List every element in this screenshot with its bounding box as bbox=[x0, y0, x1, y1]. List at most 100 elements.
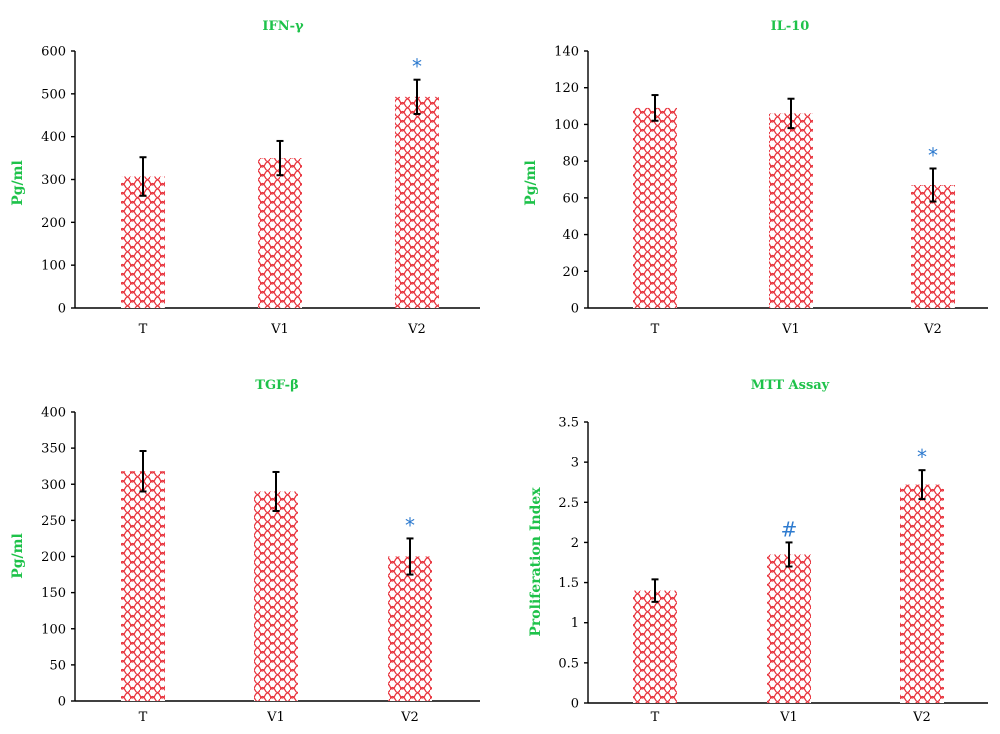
y-tick-label: 3 bbox=[571, 456, 579, 471]
error-bar-v2 bbox=[406, 537, 414, 576]
y-ticks: 0 100 200 300 400 500 600 bbox=[41, 45, 75, 317]
significance-mark: * bbox=[928, 143, 938, 167]
significance-marks: #* bbox=[781, 445, 927, 541]
error-bar-t bbox=[139, 450, 147, 493]
significance-marks: * bbox=[405, 513, 415, 537]
y-tick-label: 100 bbox=[554, 118, 579, 133]
chart-il-10: IL-10 Pg/ml 0 20 40 60 80 100 120 140 * T V1 V2 bbox=[523, 19, 988, 337]
bar-t bbox=[121, 176, 165, 308]
x-tick-label: V2 bbox=[407, 322, 426, 337]
y-tick-label: 2 bbox=[571, 536, 579, 551]
chart-ifn-gamma: IFN-γ Pg/ml 0 100 200 300 400 500 600 * T V1 V2 bbox=[10, 19, 480, 337]
x-tick-label: T bbox=[139, 710, 148, 725]
x-tick-label: V1 bbox=[266, 710, 285, 725]
significance-mark: * bbox=[412, 55, 422, 79]
y-tick-label: 60 bbox=[562, 191, 579, 206]
y-axis-label: Pg/ml bbox=[10, 533, 26, 579]
y-tick-label: 250 bbox=[41, 514, 66, 529]
bars bbox=[633, 107, 955, 309]
error-bar-v2 bbox=[413, 78, 421, 115]
y-ticks: 0 50 100 150 200 250 300 350 400 bbox=[41, 406, 75, 710]
x-tick-label: V1 bbox=[779, 710, 798, 725]
chart-title: IL-10 bbox=[771, 19, 810, 34]
bars bbox=[633, 484, 944, 703]
bars bbox=[121, 471, 432, 701]
y-tick-label: 100 bbox=[41, 622, 66, 637]
y-tick-label: 0 bbox=[58, 695, 66, 710]
y-tick-label: 1 bbox=[571, 616, 579, 631]
error-bars bbox=[139, 450, 414, 576]
x-ticks: T V1 V2 bbox=[139, 322, 426, 337]
y-axis-label: Pg/ml bbox=[10, 160, 26, 206]
error-bar-v2 bbox=[929, 167, 937, 203]
x-tick-label: V1 bbox=[270, 322, 289, 337]
bar-t bbox=[121, 471, 165, 701]
significance-marks: * bbox=[412, 55, 422, 79]
error-bars bbox=[651, 469, 926, 603]
error-bar-v2 bbox=[918, 469, 926, 501]
significance-mark: * bbox=[405, 513, 415, 537]
y-tick-label: 140 bbox=[554, 45, 579, 60]
error-bar-v1 bbox=[272, 470, 280, 512]
y-tick-label: 50 bbox=[49, 658, 66, 673]
x-tick-label: V2 bbox=[912, 710, 931, 725]
y-tick-label: 200 bbox=[41, 550, 66, 565]
y-tick-label: 2.5 bbox=[558, 496, 579, 511]
x-ticks: T V1 V2 bbox=[139, 710, 419, 725]
y-tick-label: 350 bbox=[41, 442, 66, 457]
y-tick-label: 40 bbox=[562, 228, 579, 243]
y-axis-label: Pg/ml bbox=[523, 160, 539, 206]
y-tick-label: 200 bbox=[41, 216, 66, 231]
bar-v2 bbox=[388, 556, 432, 701]
x-tick-label: V1 bbox=[781, 322, 800, 337]
y-tick-label: 120 bbox=[554, 81, 579, 96]
y-tick-label: 100 bbox=[41, 259, 66, 274]
y-tick-label: 0 bbox=[571, 697, 579, 712]
chart-mtt-assay: MTT Assay Proliferation Index 0 0.5 1 1.5 2 2… bbox=[528, 378, 988, 725]
y-tick-label: 300 bbox=[41, 173, 66, 188]
significance-mark: # bbox=[781, 517, 798, 541]
x-tick-label: V2 bbox=[400, 710, 419, 725]
x-tick-label: T bbox=[651, 710, 660, 725]
bar-t bbox=[633, 590, 677, 703]
x-tick-label: T bbox=[139, 322, 148, 337]
chart-title: IFN-γ bbox=[262, 19, 304, 34]
error-bar-v1 bbox=[785, 541, 793, 568]
error-bar-t bbox=[651, 94, 659, 122]
error-bar-v1 bbox=[276, 139, 284, 177]
error-bar-t bbox=[651, 578, 659, 603]
y-tick-label: 500 bbox=[41, 87, 66, 102]
x-tick-label: V2 bbox=[923, 322, 942, 337]
bar-v1 bbox=[769, 113, 813, 309]
y-ticks: 0 20 40 60 80 100 120 140 bbox=[554, 45, 588, 317]
chart-title: TGF-β bbox=[255, 378, 298, 393]
y-tick-label: 400 bbox=[41, 406, 66, 421]
y-tick-label: 400 bbox=[41, 130, 66, 145]
error-bar-t bbox=[139, 156, 147, 197]
y-tick-label: 150 bbox=[41, 586, 66, 601]
y-axis-label: Proliferation Index bbox=[528, 487, 544, 637]
y-tick-label: 3.5 bbox=[558, 416, 579, 431]
bar-v2 bbox=[395, 96, 439, 308]
bar-v2 bbox=[911, 185, 955, 308]
bar-t bbox=[633, 107, 677, 309]
y-tick-label: 80 bbox=[562, 155, 579, 170]
y-tick-label: 0.5 bbox=[558, 656, 579, 671]
y-tick-label: 600 bbox=[41, 45, 66, 60]
x-ticks: T V1 V2 bbox=[651, 322, 942, 337]
bar-v2 bbox=[900, 484, 944, 703]
bar-v1 bbox=[254, 491, 298, 701]
significance-marks: * bbox=[928, 143, 938, 167]
error-bars bbox=[139, 78, 421, 197]
x-tick-label: T bbox=[651, 322, 660, 337]
chart-title: MTT Assay bbox=[751, 378, 830, 393]
chart-tgf-beta: TGF-β Pg/ml 0 50 100 150 200 250 300 350 400 * T… bbox=[10, 378, 480, 725]
y-tick-label: 0 bbox=[58, 302, 66, 317]
x-ticks: T V1 V2 bbox=[651, 710, 931, 725]
y-tick-label: 1.5 bbox=[558, 576, 579, 591]
y-tick-label: 300 bbox=[41, 478, 66, 493]
bar-v1 bbox=[258, 158, 302, 308]
bar-v1 bbox=[767, 554, 811, 703]
error-bar-v1 bbox=[787, 97, 795, 130]
